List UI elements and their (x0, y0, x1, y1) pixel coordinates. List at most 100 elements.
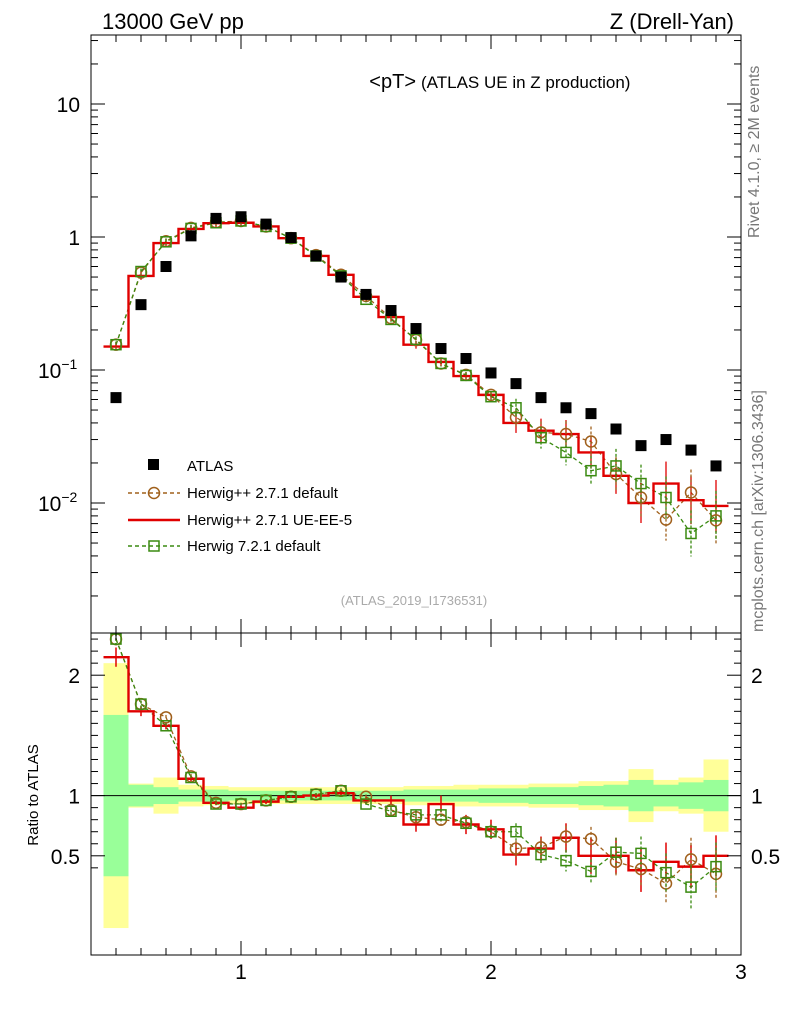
header-left: 13000 GeV pp (102, 9, 244, 34)
atlas-point (535, 392, 547, 404)
ratio-series (103, 633, 729, 909)
atlas-point (210, 212, 222, 224)
ratio-h72-point (260, 794, 272, 807)
ratio-h72-point (360, 798, 372, 810)
ratio-h72-point (485, 825, 497, 838)
hpp-default-point (659, 513, 673, 526)
h72-point (535, 431, 547, 444)
reference-label: mcplots.cern.ch [arXiv:1306.3436] (750, 390, 767, 632)
hpp-default-point (584, 435, 598, 448)
ratio-y-tick-label: 1 (68, 786, 80, 809)
legend-marker-atlas (148, 459, 159, 470)
ratio-y-tick-label-right: 2 (751, 665, 763, 688)
ratio-ue-ee5-line (103, 655, 729, 872)
atlas-point (685, 444, 697, 456)
plot-title: <pT> (369, 71, 416, 93)
atlas-point (560, 402, 572, 414)
hpp-default-point (509, 411, 523, 424)
rivet-label: Rivet 4.1.0, ≥ 2M events (746, 66, 763, 238)
ratio-hpp-default-point (609, 855, 623, 869)
legend-label-atlas: ATLAS (187, 458, 233, 475)
atlas-point (610, 423, 622, 435)
ratio-h72-point (660, 866, 672, 879)
h72-point (460, 369, 472, 382)
atlas-point (260, 218, 272, 230)
atlas-point (635, 440, 647, 452)
atlas-point (310, 250, 322, 262)
legend-label-h72: Herwig 7.2.1 default (187, 538, 321, 555)
ratio-hpp-default-point (509, 842, 523, 855)
atlas-point (410, 323, 422, 335)
main-series (103, 211, 729, 557)
ratio-h72-point (460, 817, 472, 830)
x-tick-label: 1 (235, 961, 247, 984)
ratio-y-tick-label-right: 0.5 (751, 846, 780, 869)
atlas-point (285, 232, 297, 244)
h72-point (560, 446, 572, 459)
x-tick-label: 3 (735, 961, 747, 984)
ratio-h72-point (685, 881, 697, 893)
ratio-h72-point (310, 788, 322, 801)
ratio-hpp-default-point (559, 830, 573, 843)
atlas-point (385, 305, 397, 317)
ratio-hpp-default-line (115, 638, 717, 885)
ratio-h72-point (710, 860, 722, 873)
h72-point (710, 510, 722, 522)
y-tick-label: 10−1 (38, 356, 78, 383)
ratio-hpp-default-point (584, 832, 598, 846)
h72-point (660, 491, 672, 504)
y-tick-label: 10 (57, 94, 80, 117)
hpp-default-point (684, 486, 698, 499)
ratio-h72-point (210, 798, 222, 810)
atlas-point (235, 211, 247, 223)
h72-point (410, 333, 422, 346)
ratio-h72-point (560, 854, 572, 867)
legend-marker-hpp-default (147, 486, 161, 500)
ratio-h72-point (535, 848, 547, 861)
main-axes (91, 35, 742, 633)
header-right: Z (Drell-Yan) (610, 9, 734, 34)
ratio-h72-point (160, 720, 172, 732)
ratio-h72-point (385, 805, 397, 818)
atlas-point (710, 460, 722, 472)
ratio-h72-line (115, 638, 717, 888)
legend-label-hpp-default: Herwig++ 2.7.1 default (187, 485, 339, 502)
ratio-h72-point (635, 847, 647, 860)
ratio-y-tick-label: 0.5 (51, 846, 80, 869)
atlas-point (360, 288, 372, 300)
atlas-point (510, 378, 522, 390)
plot-subtitle: (ATLAS UE in Z production) (421, 73, 630, 92)
ratio-y-tick-label-right: 1 (751, 786, 763, 809)
ratio-axes (91, 633, 742, 955)
ratio-h72-point (135, 698, 147, 710)
ratio-h72-point (435, 809, 447, 821)
h72-point (585, 464, 597, 477)
ratio-hpp-default-point (159, 711, 173, 724)
y-tick-label: 10−2 (38, 489, 78, 516)
h72-point (135, 265, 147, 278)
h72-point (610, 460, 622, 472)
legend-label-ue-ee5: Herwig++ 2.7.1 UE-EE-5 (187, 512, 352, 529)
h72-point (110, 338, 122, 351)
ratio-tick-labels: 0.5 0.5 1 1 2 2 1 2 3 (51, 665, 780, 984)
atlas-point (185, 230, 197, 242)
ratio-hpp-default-point (684, 853, 698, 866)
ratio-frame (90, 632, 742, 956)
ratio-h72-point (185, 771, 197, 784)
atlas-point (485, 367, 497, 379)
legend-marker-h72 (148, 540, 160, 552)
ratio-y-axis-label: Ratio to ATLAS (25, 744, 42, 845)
ratio-y-tick-label: 2 (68, 665, 80, 688)
atlas-point (435, 343, 447, 355)
ratio-h72-point (610, 846, 622, 858)
atlas-point (460, 353, 472, 365)
x-tick-label: 2 (485, 961, 497, 984)
h72-point (485, 390, 497, 403)
ratio-h72-point (585, 865, 597, 878)
analysis-watermark: (ATLAS_2019_I1736531) (341, 593, 487, 608)
h72-point (435, 357, 447, 370)
ratio-h72-point (235, 798, 247, 810)
ratio-h72-point (510, 825, 522, 838)
h72-point (635, 477, 647, 490)
